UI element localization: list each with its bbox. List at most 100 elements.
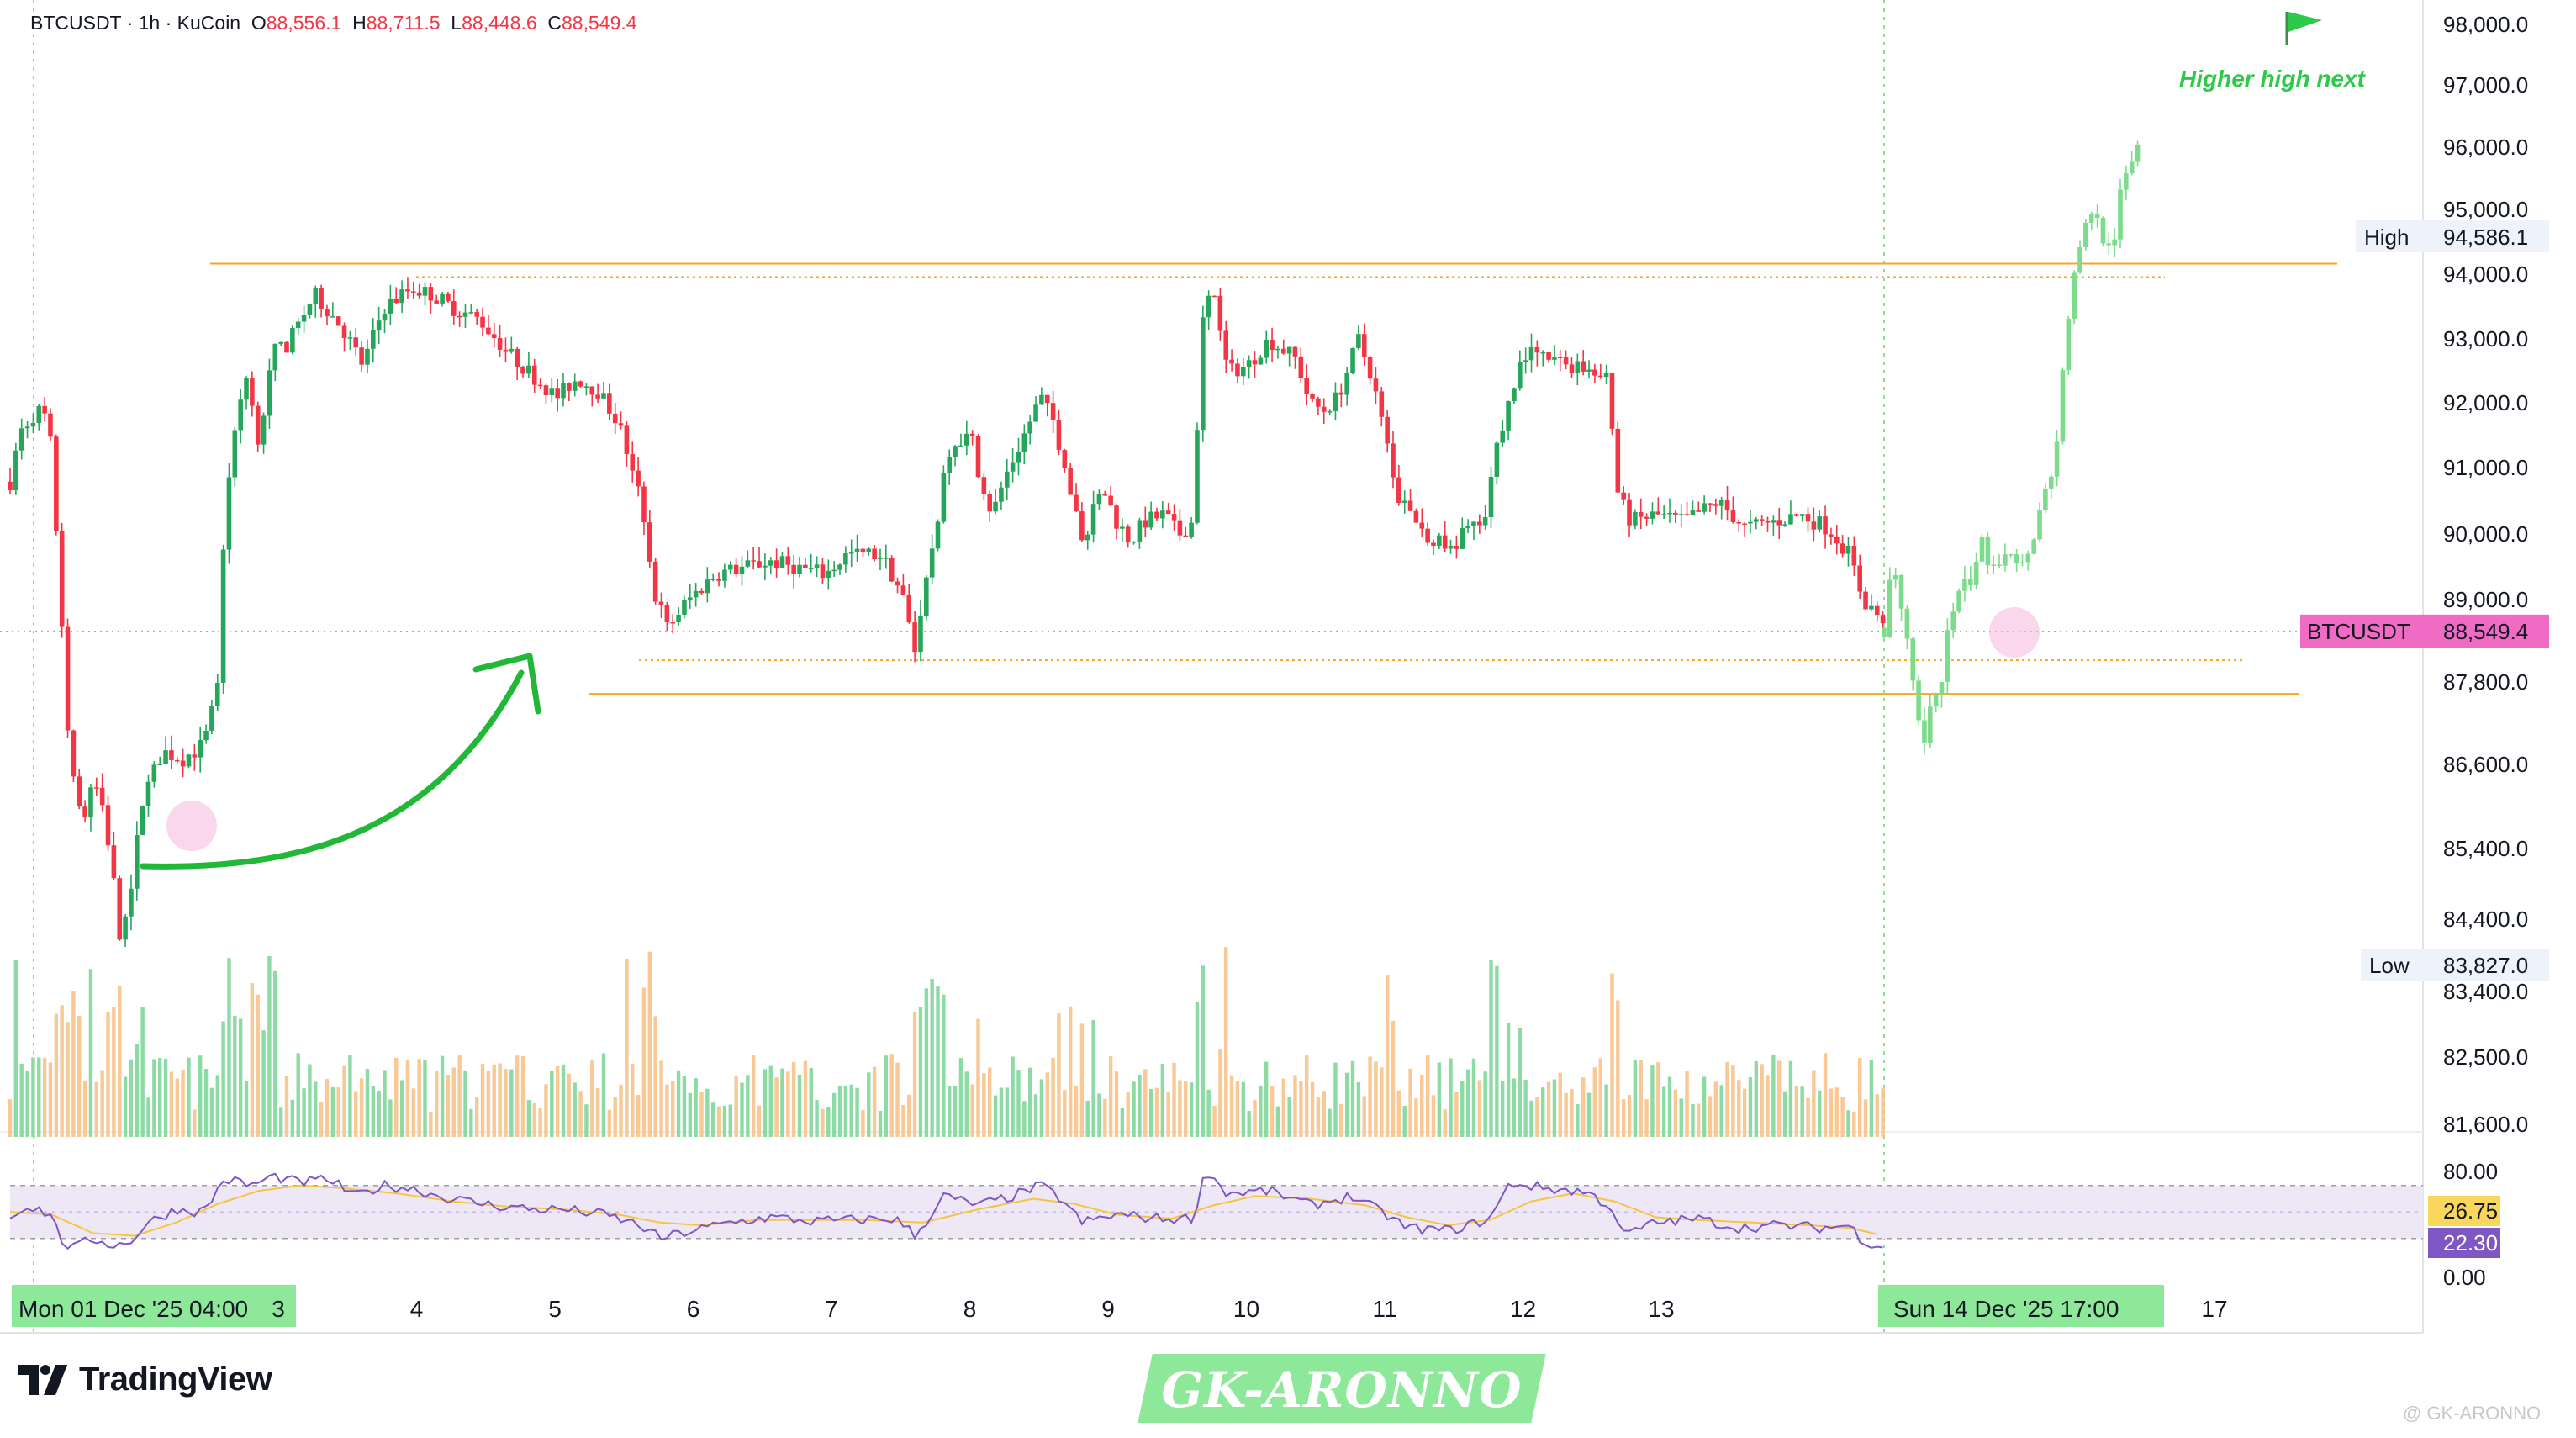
- volume-bar: [1501, 1081, 1505, 1137]
- volume-bar: [1650, 1065, 1655, 1137]
- candle-body: [526, 365, 531, 374]
- candle-body: [1114, 505, 1119, 529]
- candle-body: [1471, 521, 1476, 526]
- candle-body: [941, 473, 947, 522]
- volume-bar: [722, 1106, 727, 1137]
- volume-bar: [314, 1081, 318, 1137]
- candle-body: [174, 759, 180, 762]
- candle-body: [1678, 514, 1684, 515]
- candle-body: [244, 378, 249, 400]
- time-tick-label: 7: [825, 1296, 838, 1322]
- last-price-tag: [2300, 614, 2549, 648]
- candle-body: [462, 312, 468, 317]
- candle-body: [1557, 357, 1563, 359]
- candle-body: [393, 298, 399, 304]
- candle-body: [180, 760, 186, 767]
- candle-body: [491, 334, 497, 339]
- volume-bar: [1402, 1106, 1407, 1137]
- candle-body: [186, 754, 192, 767]
- candle-body: [733, 564, 739, 574]
- volume-bar: [1777, 1060, 1782, 1137]
- projected-body: [1973, 561, 1979, 586]
- price-tick-label: 97,000.0: [2443, 72, 2528, 98]
- volume-bar: [267, 956, 272, 1137]
- candle-body: [1748, 521, 1753, 524]
- volume-bar: [515, 1055, 520, 1137]
- last-price-value: 88,549.4: [2443, 619, 2528, 644]
- flag-icon: [2288, 12, 2322, 32]
- volume-bar: [1639, 1060, 1643, 1137]
- candle-body: [319, 288, 324, 309]
- volume-bar: [1471, 1058, 1476, 1137]
- volume-bar: [54, 1013, 59, 1137]
- high-tag: [2356, 220, 2549, 252]
- projected-body: [2088, 214, 2094, 223]
- volume-bar: [209, 1087, 214, 1137]
- candle-body: [1298, 356, 1304, 378]
- candle-body: [255, 405, 261, 445]
- volume-bar: [970, 1084, 974, 1137]
- candle-body: [1874, 605, 1880, 616]
- candle-body: [1350, 348, 1355, 373]
- candle-body: [94, 787, 99, 789]
- candle-body: [1407, 500, 1413, 511]
- time-axis[interactable]: Mon 01 Dec '25 04:003456789101112131617S…: [12, 1285, 2228, 1327]
- volume-bar: [509, 1069, 514, 1137]
- volume-bar: [1328, 1108, 1332, 1137]
- volume-bar: [446, 1075, 451, 1137]
- price-tick-label: 95,000.0: [2443, 197, 2528, 222]
- time-tick-label: 13: [1648, 1296, 1674, 1322]
- tradingview-logo[interactable]: TradingView: [18, 1361, 272, 1398]
- volume-bar: [1598, 1058, 1602, 1137]
- volume-bar: [1051, 1057, 1055, 1137]
- volume-bar: [636, 1095, 641, 1137]
- volume-bar: [1685, 1071, 1689, 1137]
- volume-bar: [544, 1084, 548, 1137]
- volume-bar: [88, 969, 93, 1137]
- candle-body: [1655, 511, 1661, 515]
- rsi-ma-line: [9, 1184, 1877, 1237]
- price-tick-label: 89,000.0: [2443, 587, 2528, 612]
- volume-bar: [653, 1016, 657, 1137]
- volume-bar: [1374, 1061, 1378, 1137]
- candle-body: [803, 564, 808, 568]
- candle-body: [226, 477, 232, 550]
- candle-body: [1465, 526, 1470, 528]
- volume-bar: [1114, 1071, 1119, 1137]
- candle-body: [1742, 523, 1747, 526]
- open-value: 88,556.1: [266, 12, 342, 34]
- volume-bar: [1218, 1049, 1222, 1137]
- candle-body: [105, 805, 111, 846]
- tradingview-logo-icon: [18, 1364, 67, 1395]
- candle-body: [757, 561, 762, 568]
- candle-body: [745, 560, 751, 567]
- candle-body: [220, 549, 226, 683]
- candle-body: [1724, 500, 1730, 511]
- projected-body: [1956, 590, 1961, 612]
- price-axis[interactable]: 98,000.0 97,000.0 96,000.0 95,000.0 94,000.0…: [2300, 12, 2549, 1290]
- symbol-title[interactable]: BTCUSDT · 1h · KuCoin: [30, 12, 241, 34]
- volume-bar: [1385, 975, 1390, 1137]
- volume-bar: [71, 991, 76, 1137]
- candle-body: [376, 320, 382, 330]
- candle-body: [912, 622, 917, 653]
- projected-body: [1928, 706, 1933, 743]
- candle-body: [301, 315, 307, 322]
- candle-body: [1759, 519, 1765, 521]
- candle-body: [929, 548, 935, 578]
- volume-bar: [388, 1099, 393, 1137]
- candle-body: [88, 787, 93, 818]
- volume-bar: [699, 1092, 704, 1137]
- candle-body: [1754, 519, 1759, 522]
- volume-bar: [1253, 1099, 1257, 1137]
- candle-body: [1385, 416, 1390, 444]
- candle-body: [924, 577, 929, 616]
- volume-bar: [786, 1071, 790, 1137]
- volume-bar: [682, 1076, 687, 1137]
- volume-bar: [365, 1068, 370, 1137]
- rsi-value-label: 26.75: [2443, 1198, 2498, 1224]
- candle-body: [1488, 476, 1494, 518]
- volume-bar: [1552, 1079, 1557, 1137]
- volume-bar: [152, 1059, 156, 1137]
